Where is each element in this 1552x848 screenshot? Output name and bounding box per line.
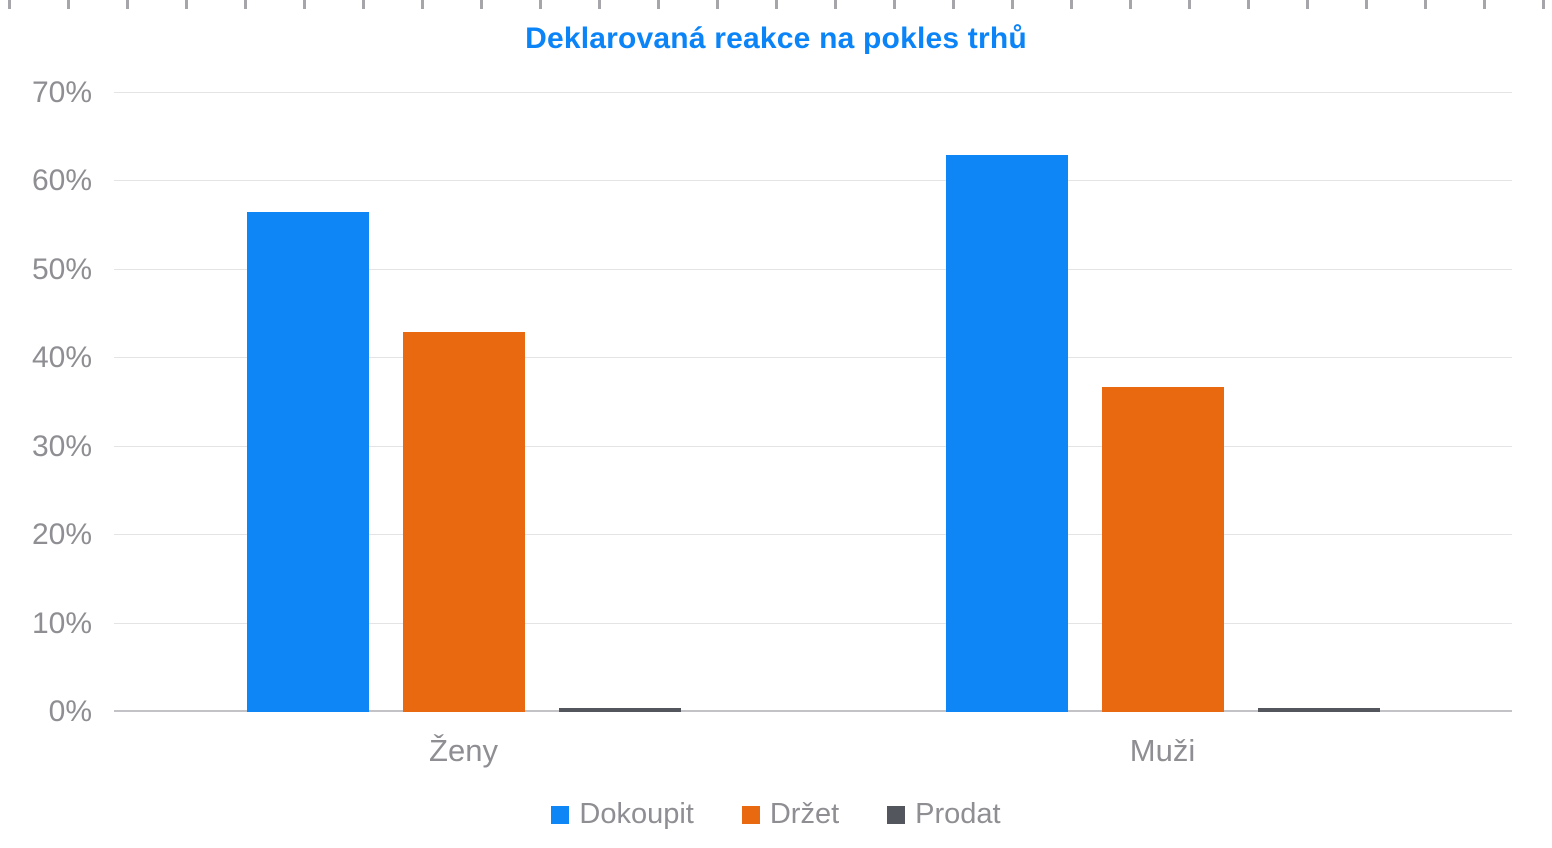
x-axis-labels: Ženy Muži (114, 733, 1512, 769)
legend-label: Dokoupit (579, 798, 694, 830)
plot-area (114, 92, 1512, 712)
gridline (114, 92, 1512, 93)
bar-držet (402, 331, 525, 712)
y-tick-label: 0% (48, 695, 92, 728)
gridline (114, 534, 1512, 536)
y-tick-label: 50% (31, 252, 92, 286)
bar-prodat (1257, 707, 1380, 712)
legend-label: Prodat (915, 798, 1001, 830)
legend: Dokoupit Držet Prodat (0, 798, 1552, 831)
bar-groups (114, 93, 1512, 712)
y-tick-label: 30% (31, 429, 92, 463)
chart-title: Deklarovaná reakce na pokles trhů (525, 22, 1027, 55)
legend-item-dokoupit: Dokoupit (551, 798, 694, 831)
bar-group (813, 93, 1512, 712)
x-category-label: Muži (1129, 733, 1196, 768)
bar-dokoupit (945, 154, 1068, 712)
bar-group (114, 93, 813, 712)
gridline (114, 622, 1512, 624)
bar-držet (1101, 387, 1224, 712)
legend-label: Držet (769, 798, 840, 830)
x-category-label: Ženy (429, 733, 498, 768)
top-tick-marks (8, 0, 1552, 9)
y-tick-label: 40% (31, 341, 92, 375)
legend-swatch (741, 805, 760, 824)
y-axis-labels: 0% 10% 20% 30% 40% 50% 60% 70% (0, 76, 96, 728)
x-axis-baseline (114, 710, 1512, 712)
gridline (114, 180, 1512, 182)
y-tick-label: 60% (31, 164, 92, 198)
gridline (114, 268, 1512, 270)
legend-item-prodat: Prodat (887, 798, 1001, 831)
y-tick-label: 10% (31, 606, 92, 640)
gridline (114, 357, 1512, 359)
bar-prodat (558, 707, 681, 712)
legend-swatch (887, 805, 906, 824)
y-tick-label: 20% (31, 518, 92, 552)
gridline (114, 445, 1512, 447)
legend-swatch (551, 805, 570, 824)
y-tick-label: 70% (31, 76, 92, 109)
bar-dokoupit (246, 212, 369, 712)
legend-item-držet: Držet (741, 798, 840, 831)
